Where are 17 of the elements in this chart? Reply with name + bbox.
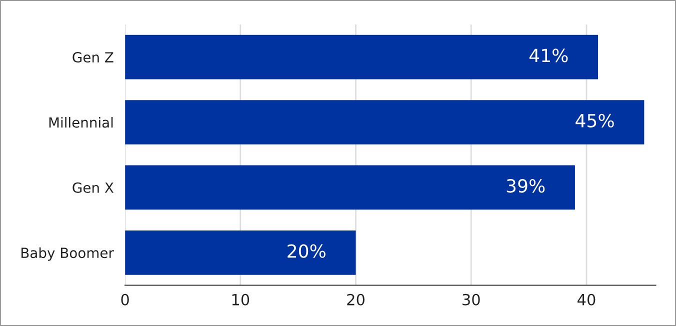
- x-tick-label: 30: [462, 294, 480, 306]
- y-tick-label: Gen X: [72, 182, 114, 193]
- bar: [125, 165, 575, 210]
- bar: [125, 230, 356, 275]
- data-label: 45%: [576, 114, 614, 128]
- y-tick-label: Millennial: [49, 116, 113, 128]
- data-label: 41%: [529, 48, 568, 62]
- x-tick-label: 20: [347, 294, 364, 306]
- data-label: 39%: [506, 179, 545, 193]
- x-tick-label: 10: [232, 294, 250, 306]
- bar: [125, 100, 644, 144]
- bar: [125, 34, 598, 80]
- y-tick-label: Baby Boomer: [22, 247, 114, 261]
- y-tick-label: Gen Z: [72, 52, 114, 63]
- data-label: 20%: [288, 244, 326, 258]
- x-tick-label: 40: [578, 294, 596, 306]
- x-tick-label: 0: [121, 294, 129, 306]
